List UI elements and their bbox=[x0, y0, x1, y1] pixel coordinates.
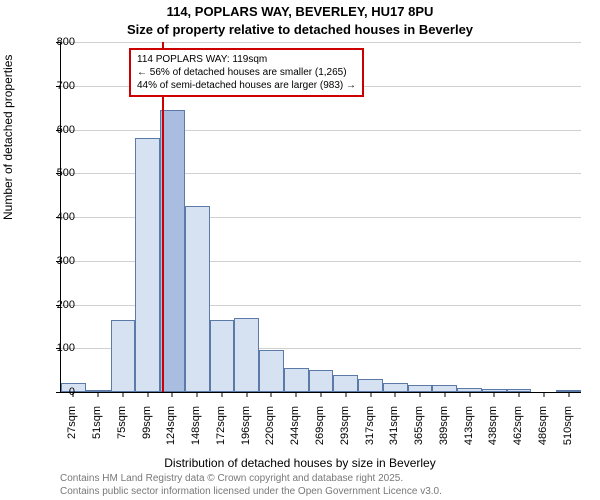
gridline bbox=[61, 42, 581, 43]
y-tick-label: 300 bbox=[35, 255, 75, 267]
histogram-bar bbox=[234, 318, 259, 392]
footer-line-1: Contains HM Land Registry data © Crown c… bbox=[60, 473, 442, 486]
footer-attribution: Contains HM Land Registry data © Crown c… bbox=[60, 473, 442, 498]
x-tick-label: 462sqm bbox=[512, 406, 524, 456]
x-tick-label: 413sqm bbox=[463, 406, 475, 456]
x-tick-label: 486sqm bbox=[537, 406, 549, 456]
histogram-bar bbox=[135, 138, 160, 392]
x-tick-mark bbox=[246, 392, 247, 397]
x-tick-label: 317sqm bbox=[364, 406, 376, 456]
histogram-bar bbox=[383, 383, 408, 392]
histogram-bar bbox=[358, 379, 383, 392]
x-tick-mark bbox=[395, 392, 396, 397]
x-tick-mark bbox=[172, 392, 173, 397]
y-tick-label: 100 bbox=[35, 342, 75, 354]
y-tick-label: 0 bbox=[35, 386, 75, 398]
x-tick-mark bbox=[543, 392, 544, 397]
callout-line: 114 POPLARS WAY: 119sqm bbox=[137, 53, 356, 66]
x-axis-label: Distribution of detached houses by size … bbox=[0, 456, 600, 470]
y-tick-label: 400 bbox=[35, 211, 75, 223]
footer-line-2: Contains public sector information licen… bbox=[60, 486, 442, 499]
histogram-bar bbox=[259, 350, 284, 392]
x-tick-label: 438sqm bbox=[487, 406, 499, 456]
x-tick-label: 365sqm bbox=[413, 406, 425, 456]
x-tick-mark bbox=[345, 392, 346, 397]
callout-line: ← 56% of detached houses are smaller (1,… bbox=[137, 66, 356, 79]
chart-plot-area: 114 POPLARS WAY: 119sqm← 56% of detached… bbox=[60, 42, 581, 393]
histogram-bar bbox=[210, 320, 235, 392]
x-tick-label: 148sqm bbox=[190, 406, 202, 456]
x-tick-label: 389sqm bbox=[438, 406, 450, 456]
x-tick-mark bbox=[221, 392, 222, 397]
x-tick-mark bbox=[469, 392, 470, 397]
x-tick-label: 51sqm bbox=[91, 406, 103, 456]
histogram-bar bbox=[111, 320, 136, 392]
histogram-bar bbox=[333, 375, 358, 393]
x-tick-label: 75sqm bbox=[116, 406, 128, 456]
y-tick-label: 800 bbox=[35, 36, 75, 48]
x-tick-mark bbox=[568, 392, 569, 397]
callout-box: 114 POPLARS WAY: 119sqm← 56% of detached… bbox=[129, 48, 364, 97]
callout-line: 44% of semi-detached houses are larger (… bbox=[137, 79, 356, 92]
x-tick-label: 196sqm bbox=[240, 406, 252, 456]
x-tick-label: 244sqm bbox=[289, 406, 301, 456]
histogram-bar bbox=[185, 206, 210, 392]
x-tick-mark bbox=[122, 392, 123, 397]
x-tick-mark bbox=[98, 392, 99, 397]
x-tick-mark bbox=[321, 392, 322, 397]
x-tick-label: 220sqm bbox=[264, 406, 276, 456]
y-axis-label: Number of detached properties bbox=[1, 55, 15, 220]
x-tick-label: 172sqm bbox=[215, 406, 227, 456]
y-tick-label: 200 bbox=[35, 299, 75, 311]
x-tick-mark bbox=[420, 392, 421, 397]
x-tick-mark bbox=[494, 392, 495, 397]
x-tick-mark bbox=[519, 392, 520, 397]
histogram-bar bbox=[309, 370, 334, 392]
title-line-2: Size of property relative to detached ho… bbox=[0, 22, 600, 37]
x-tick-label: 124sqm bbox=[165, 406, 177, 456]
x-tick-label: 341sqm bbox=[388, 406, 400, 456]
x-tick-mark bbox=[147, 392, 148, 397]
y-tick-label: 600 bbox=[35, 124, 75, 136]
x-tick-mark bbox=[370, 392, 371, 397]
x-tick-label: 269sqm bbox=[314, 406, 326, 456]
y-tick-label: 700 bbox=[35, 80, 75, 92]
x-tick-mark bbox=[197, 392, 198, 397]
x-tick-label: 99sqm bbox=[141, 406, 153, 456]
x-tick-label: 510sqm bbox=[562, 406, 574, 456]
gridline bbox=[61, 130, 581, 131]
x-tick-mark bbox=[296, 392, 297, 397]
x-tick-label: 27sqm bbox=[66, 406, 78, 456]
x-tick-label: 293sqm bbox=[339, 406, 351, 456]
y-tick-label: 500 bbox=[35, 167, 75, 179]
x-tick-mark bbox=[271, 392, 272, 397]
histogram-bar bbox=[284, 368, 309, 392]
title-line-1: 114, POPLARS WAY, BEVERLEY, HU17 8PU bbox=[0, 4, 600, 19]
x-tick-mark bbox=[444, 392, 445, 397]
